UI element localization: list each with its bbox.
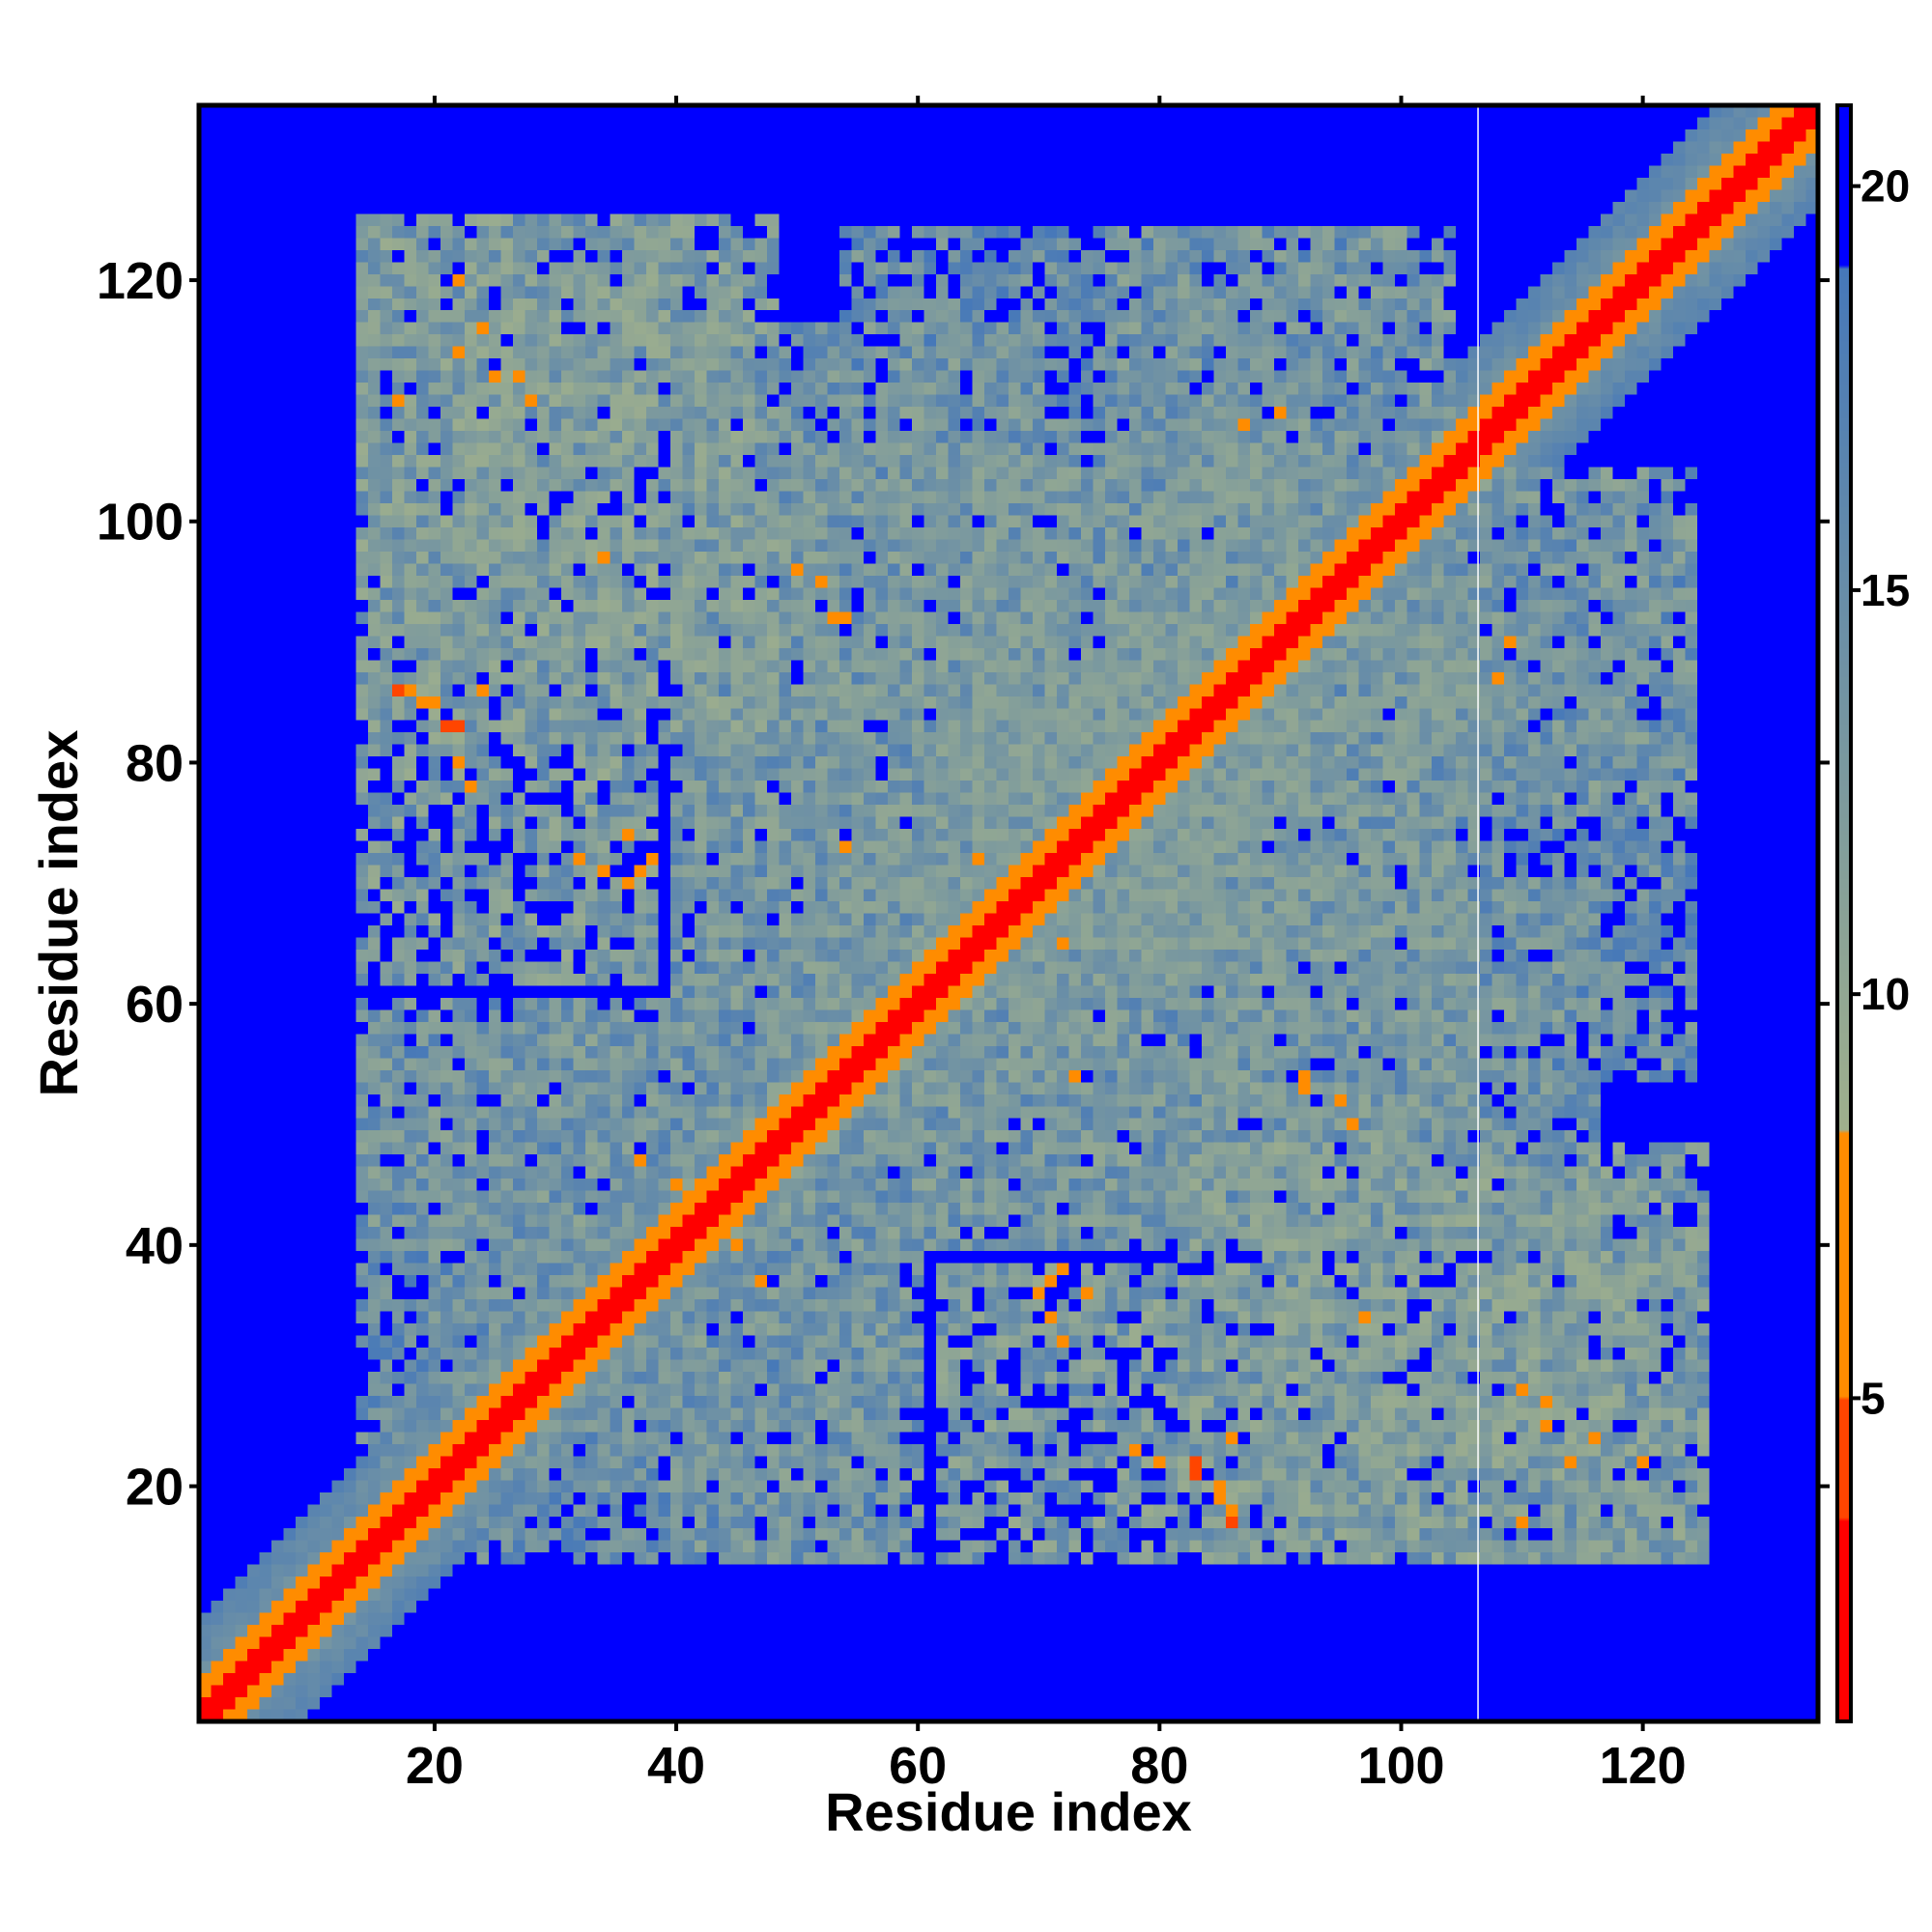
y-axis-label: Residue index <box>28 730 89 1097</box>
y-tick-label: 40 <box>126 1217 184 1275</box>
colorbar-frame <box>1835 103 1853 1723</box>
colorbar <box>1837 105 1851 1721</box>
x-tick-label: 100 <box>1357 1737 1444 1795</box>
y-tick-label: 20 <box>126 1459 184 1517</box>
x-tick-label: 80 <box>1130 1737 1188 1795</box>
x-tick-label: 20 <box>406 1737 464 1795</box>
colorbar-tick-label: 20 <box>1861 161 1910 212</box>
x-axis-label: Residue index <box>825 1781 1192 1842</box>
x-tick-label: 40 <box>647 1737 705 1795</box>
x-tick-label: 60 <box>889 1737 947 1795</box>
plot-frame <box>196 102 1821 1724</box>
y-tick-label: 80 <box>126 734 184 792</box>
y-tick-label: 120 <box>97 252 184 310</box>
colorbar-tick-label: 10 <box>1861 969 1910 1019</box>
heatmap-plot-area <box>199 105 1818 1721</box>
y-tick-label: 60 <box>126 976 184 1034</box>
x-tick-label: 120 <box>1600 1737 1687 1795</box>
colorbar-tick-label: 15 <box>1861 565 1910 615</box>
y-tick-label: 100 <box>97 494 184 552</box>
colorbar-tick-label: 5 <box>1861 1373 1886 1423</box>
